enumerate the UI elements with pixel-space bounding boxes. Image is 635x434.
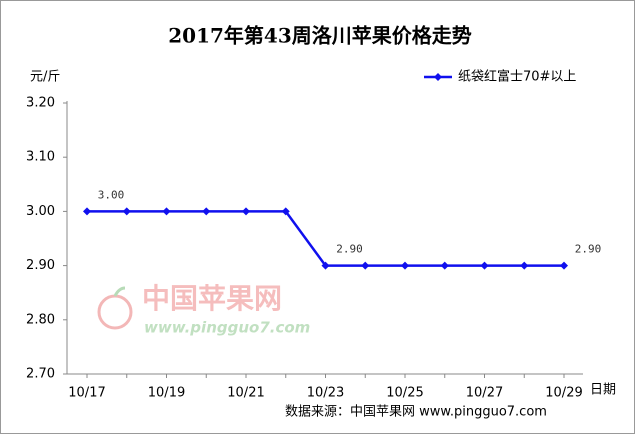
y-tick-label: 2.80 — [26, 312, 55, 327]
y-tick-label: 3.10 — [26, 150, 55, 165]
marker — [560, 261, 568, 270]
x-tick-label: 10/29 — [545, 386, 582, 401]
watermark-icon — [97, 286, 133, 330]
data-label: 2.90 — [575, 243, 602, 256]
x-tick-label: 10/23 — [307, 386, 344, 401]
marker — [401, 261, 409, 270]
y-axis-label: 元/斤 — [30, 70, 60, 85]
marker — [162, 207, 171, 216]
x-tick-label: 10/19 — [148, 386, 185, 401]
marker — [440, 261, 449, 270]
x-tick-label: 10/17 — [68, 386, 105, 401]
marker — [281, 207, 290, 216]
chart-title: 2017年第43周洛川苹果价格走势 — [168, 24, 472, 48]
x-tick-label: 10/21 — [227, 386, 264, 401]
y-tick-label: 3.00 — [26, 204, 55, 219]
watermark: 中国苹果网 — [142, 282, 282, 315]
marker — [242, 207, 250, 216]
legend-marker — [434, 73, 442, 81]
x-axis-label: 日期 — [590, 383, 616, 398]
marker — [361, 261, 370, 270]
marker — [83, 207, 91, 216]
source: 数据来源：中国苹果网 www.pingguo7.com — [285, 405, 547, 420]
x-tick-label: 10/25 — [386, 386, 423, 401]
watermark-url: www.pingguo7.com — [144, 319, 310, 337]
marker — [122, 207, 131, 216]
y-tick-label: 3.20 — [26, 96, 55, 111]
y-tick-label: 2.70 — [26, 367, 55, 382]
marker — [321, 261, 330, 270]
x-tick-label: 10/27 — [466, 386, 503, 401]
data-label: 3.00 — [98, 188, 125, 201]
legend-label: 纸袋红富士70#以上 — [458, 69, 576, 85]
marker — [202, 207, 211, 216]
data-label: 2.90 — [336, 243, 363, 256]
marker — [520, 261, 529, 270]
marker — [480, 261, 489, 270]
y-tick-label: 2.90 — [26, 258, 55, 273]
